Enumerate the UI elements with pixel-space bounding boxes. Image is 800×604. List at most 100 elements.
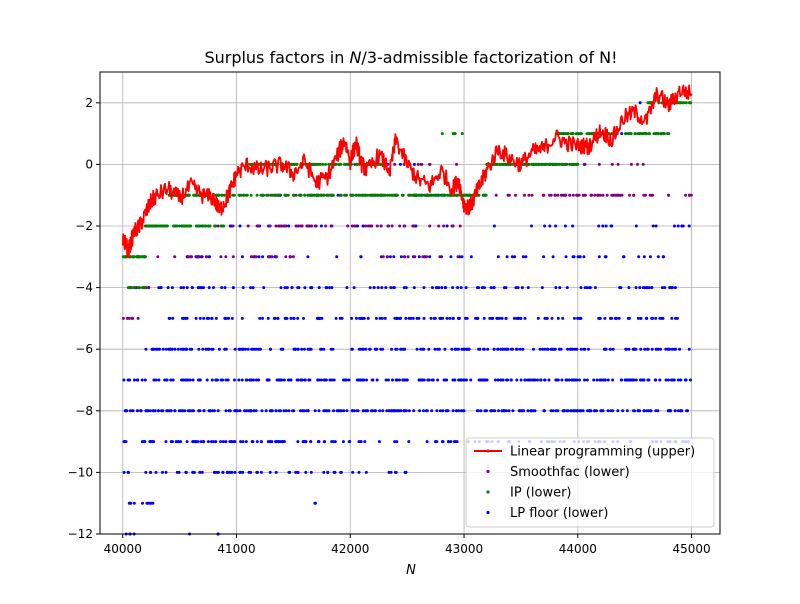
data-point <box>629 162 633 166</box>
data-point <box>251 286 255 290</box>
data-point <box>126 286 130 290</box>
y-tick-label: 2 <box>85 96 93 110</box>
data-point <box>373 193 377 197</box>
data-point <box>261 255 265 259</box>
data-point <box>275 255 278 259</box>
data-point <box>451 286 455 290</box>
data-point <box>384 378 388 382</box>
data-point <box>460 132 464 136</box>
data-point <box>628 193 632 197</box>
data-point <box>164 440 168 444</box>
data-point <box>573 347 577 351</box>
data-point <box>359 347 363 351</box>
data-point <box>313 409 317 413</box>
data-point <box>457 316 461 320</box>
data-point <box>370 224 374 228</box>
data-point <box>353 162 357 166</box>
data-point <box>249 470 253 474</box>
data-point <box>283 286 287 290</box>
data-point <box>543 347 547 351</box>
data-point <box>689 101 693 105</box>
data-point <box>354 193 358 197</box>
data-point <box>670 347 674 351</box>
data-point <box>152 347 156 351</box>
data-point <box>554 193 557 197</box>
data-point <box>645 409 649 413</box>
data-point <box>453 347 457 351</box>
data-point <box>534 162 538 166</box>
data-point <box>281 440 285 444</box>
data-point <box>261 316 264 320</box>
data-point <box>192 440 196 444</box>
data-point <box>325 409 329 413</box>
data-point <box>282 409 286 413</box>
data-point <box>482 316 486 320</box>
y-tick-label: −6 <box>75 342 93 356</box>
data-point <box>412 409 416 413</box>
legend-marker <box>486 510 490 515</box>
data-point <box>310 224 314 228</box>
data-point <box>451 378 455 382</box>
data-point <box>364 347 368 351</box>
data-point <box>279 286 283 290</box>
data-point <box>361 193 365 197</box>
data-point <box>375 224 379 228</box>
data-point <box>316 440 320 444</box>
data-point <box>617 193 621 197</box>
data-point <box>146 409 150 413</box>
data-point <box>292 162 296 166</box>
data-point <box>324 378 328 382</box>
data-point <box>436 378 440 382</box>
data-point <box>443 193 447 197</box>
data-point <box>599 378 603 382</box>
data-point <box>196 440 200 444</box>
data-point <box>346 224 350 228</box>
data-point <box>547 378 551 382</box>
data-point <box>590 193 594 197</box>
data-point <box>333 470 337 474</box>
data-point <box>447 440 451 444</box>
data-point <box>385 193 389 197</box>
data-point <box>549 347 553 351</box>
data-point <box>164 347 168 351</box>
data-point <box>289 378 293 382</box>
data-point <box>532 347 535 351</box>
data-point <box>388 255 392 259</box>
data-point <box>461 409 465 413</box>
data-point <box>422 409 425 413</box>
data-point <box>334 162 338 166</box>
data-point <box>324 224 328 228</box>
data-point <box>223 347 227 351</box>
data-point <box>228 440 232 444</box>
data-point <box>190 286 194 290</box>
data-point <box>216 224 220 228</box>
data-point <box>349 193 353 197</box>
data-point <box>634 378 638 382</box>
data-point <box>574 162 578 166</box>
data-point <box>603 316 607 320</box>
data-point <box>662 132 666 136</box>
data-point <box>406 255 410 259</box>
data-point <box>126 470 130 474</box>
data-point <box>157 286 161 290</box>
data-point <box>274 470 278 474</box>
series-layer <box>121 84 693 536</box>
data-point <box>579 409 583 413</box>
data-point <box>411 316 415 320</box>
data-point <box>303 286 307 290</box>
data-point <box>638 101 642 105</box>
y-tick-label: −10 <box>68 465 93 479</box>
data-point <box>579 132 583 136</box>
data-point <box>632 193 636 197</box>
data-point <box>477 378 481 382</box>
data-point <box>189 409 193 413</box>
data-point <box>268 409 272 413</box>
data-point <box>454 409 458 413</box>
data-point <box>379 224 383 228</box>
data-point <box>398 409 402 413</box>
data-point <box>519 378 523 382</box>
data-point <box>445 316 449 320</box>
data-point <box>225 470 229 474</box>
data-point <box>240 316 244 320</box>
data-point <box>272 316 276 320</box>
